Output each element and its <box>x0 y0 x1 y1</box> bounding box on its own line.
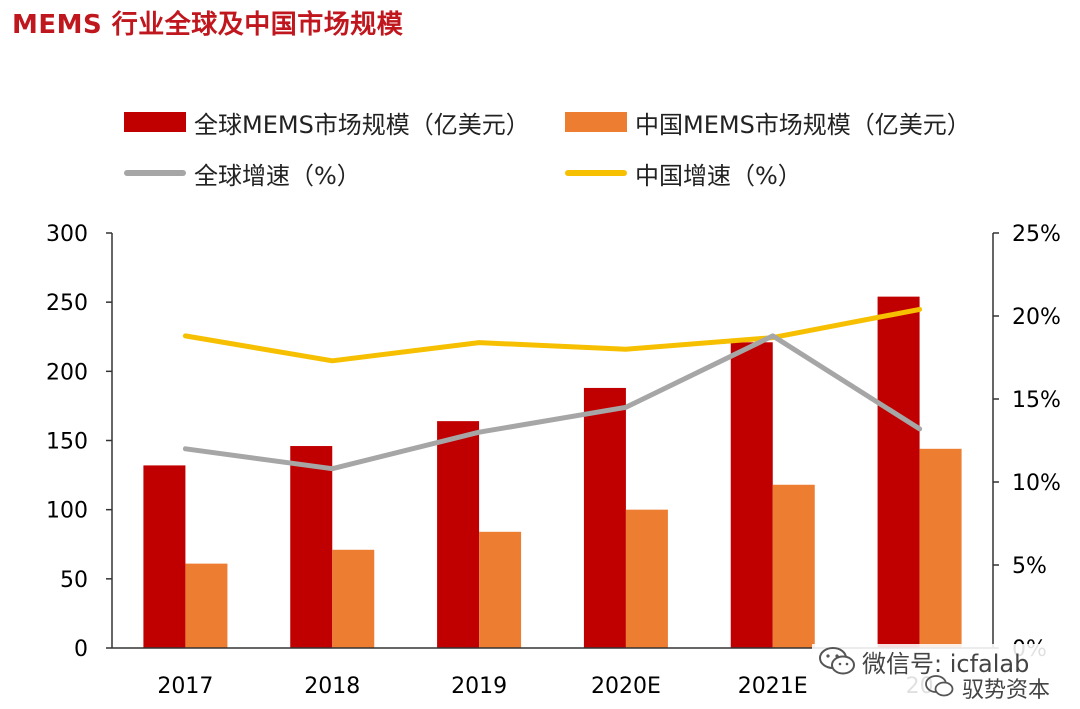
legend-label-global-market: 全球MEMS市场规模（亿美元） <box>194 110 530 139</box>
chart-plot: 0501001502002503000%5%10%15%20%25%201720… <box>46 222 1061 699</box>
bar-global-2018 <box>290 446 333 648</box>
right-tick-label-15pct: 15% <box>1012 388 1061 413</box>
legend-swatch-china-market <box>565 112 627 132</box>
x-tick-label-2017: 2017 <box>157 674 213 699</box>
bar-china-2022E <box>919 448 962 648</box>
wechat-icon-small <box>925 675 954 697</box>
chart-legend: 全球MEMS市场规模（亿美元） 中国MEMS市场规模（亿美元） 全球增速（%） … <box>0 100 1080 200</box>
right-tick-label-10pct: 10% <box>1012 471 1061 496</box>
left-tick-label-200: 200 <box>46 360 88 385</box>
legend-item-china-market: 中国MEMS市场规模（亿美元） <box>565 102 971 142</box>
legend-item-global-growth: 全球增速（%） <box>124 153 361 193</box>
legend-label-china-market: 中国MEMS市场规模（亿美元） <box>635 110 971 139</box>
x-tick-label-2021E: 2021E <box>738 674 808 699</box>
x-tick-label-2020E: 2020E <box>591 674 661 699</box>
left-tick-label-0: 0 <box>74 637 88 662</box>
bar-china-2019 <box>479 531 522 648</box>
left-tick-label-100: 100 <box>46 499 88 524</box>
bar-global-2019 <box>437 421 480 648</box>
x-tick-label-2018: 2018 <box>304 674 360 699</box>
legend-swatch-global-growth <box>124 170 186 176</box>
right-tick-label-25pct: 25% <box>1012 222 1061 247</box>
line-global-growth <box>182 333 923 472</box>
left-tick-label-50: 50 <box>60 568 88 593</box>
watermark: 微信号: icfalab 驭势资本 <box>812 644 1070 703</box>
bar-china-2020E <box>625 509 668 648</box>
legend-label-china-growth: 中国增速（%） <box>635 161 802 190</box>
x-tick-label-2019: 2019 <box>451 674 507 699</box>
wechat-icon <box>819 647 855 675</box>
bar-china-2017 <box>185 563 228 648</box>
line-china-growth <box>182 306 923 364</box>
legend-label-global-growth: 全球增速（%） <box>194 161 361 190</box>
watermark-wechat-id: 微信号: icfalab <box>862 650 1030 678</box>
watermark-source: 驭势资本 <box>962 678 1051 703</box>
right-tick-label-20pct: 20% <box>1012 305 1061 330</box>
left-tick-label-250: 250 <box>46 291 88 316</box>
bar-china-2018 <box>332 549 375 648</box>
legend-item-global-market: 全球MEMS市场规模（亿美元） <box>124 102 530 142</box>
left-tick-label-150: 150 <box>46 430 88 455</box>
bar-global-2021E <box>730 342 773 648</box>
bar-global-2017 <box>143 465 186 648</box>
legend-item-china-growth: 中国增速（%） <box>565 153 802 193</box>
right-tick-label-5pct: 5% <box>1012 554 1047 579</box>
chart-title: MEMS 行业全球及中国市场规模 <box>12 10 404 40</box>
legend-swatch-china-growth <box>565 170 627 176</box>
bar-china-2021E <box>772 484 815 648</box>
left-tick-label-300: 300 <box>46 222 88 247</box>
legend-swatch-global-market <box>124 112 186 132</box>
bar-global-2022E <box>877 296 920 648</box>
bar-global-2020E <box>583 387 626 648</box>
